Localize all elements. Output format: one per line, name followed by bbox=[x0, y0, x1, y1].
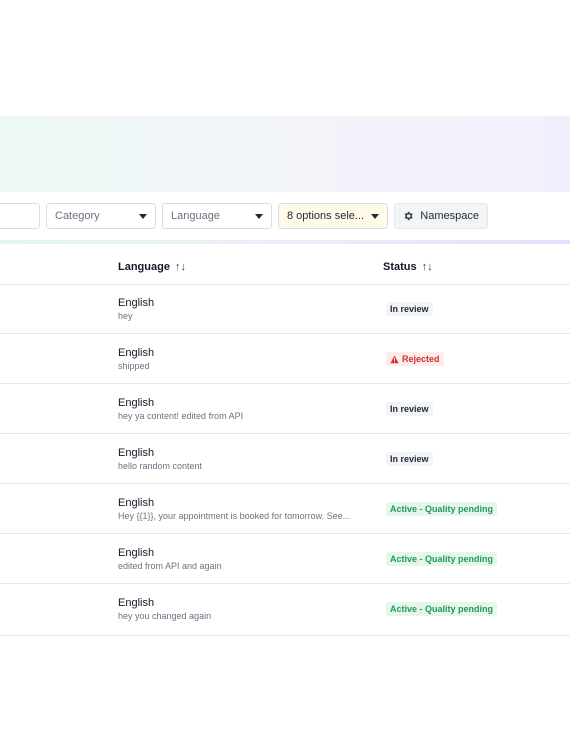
row-content-preview: shipped bbox=[118, 361, 150, 371]
table-row[interactable]: English hey you changed again Active - Q… bbox=[0, 584, 570, 634]
column-header-status[interactable]: Status ↑↓ bbox=[383, 261, 433, 273]
table-row[interactable]: English Hey {{1}}, your appointment is b… bbox=[0, 484, 570, 534]
status-badge-label: In review bbox=[390, 454, 429, 464]
status-filter-dropdown[interactable]: 8 options sele... bbox=[278, 203, 388, 229]
row-content-preview: hey you changed again bbox=[118, 611, 212, 621]
row-content-preview: hey ya content! edited from API bbox=[118, 411, 244, 421]
chevron-down-icon bbox=[371, 213, 379, 219]
chevron-down-icon bbox=[255, 213, 263, 219]
row-language: English bbox=[118, 447, 155, 459]
row-language: English bbox=[118, 497, 155, 509]
status-badge: Rejected bbox=[386, 352, 444, 366]
language-filter-dropdown[interactable]: Language bbox=[162, 203, 272, 229]
status-badge-label: Active - Quality pending bbox=[390, 554, 494, 564]
language-filter-label: Language bbox=[171, 210, 220, 222]
category-filter-dropdown[interactable]: Category bbox=[46, 203, 156, 229]
row-content-preview: Hey {{1}}, your appointment is booked fo… bbox=[118, 511, 351, 521]
status-badge: Active - Quality pending bbox=[386, 502, 498, 516]
warning-icon bbox=[390, 355, 399, 363]
sort-icon[interactable]: ↑↓ bbox=[174, 261, 186, 273]
status-badge-label: In review bbox=[390, 404, 429, 414]
table-body: English hey In review English shipped Re… bbox=[0, 284, 570, 634]
status-badge-label: In review bbox=[390, 304, 429, 314]
category-filter-label: Category bbox=[55, 210, 100, 222]
header-banner bbox=[0, 116, 570, 192]
table-row[interactable]: English edited from API and again Active… bbox=[0, 534, 570, 584]
row-language: English bbox=[118, 397, 155, 409]
column-header-language-label: Language bbox=[118, 261, 170, 273]
gear-icon bbox=[404, 211, 413, 221]
column-header-status-label: Status bbox=[383, 261, 417, 273]
status-badge-label: Active - Quality pending bbox=[390, 504, 494, 514]
table-row[interactable]: English hey ya content! edited from API … bbox=[0, 384, 570, 434]
table-row[interactable]: English shipped Rejected bbox=[0, 334, 570, 384]
row-language: English bbox=[118, 347, 155, 359]
filter-bar-divider bbox=[0, 240, 570, 244]
column-header-language[interactable]: Language ↑↓ bbox=[118, 261, 186, 273]
status-badge-label: Active - Quality pending bbox=[390, 604, 494, 614]
table-row[interactable]: English hello random content In review bbox=[0, 434, 570, 484]
namespace-button-label: Namespace bbox=[420, 210, 479, 222]
table-header bbox=[0, 250, 570, 285]
row-content-preview: hello random content bbox=[118, 461, 203, 471]
table-row[interactable]: English hey In review bbox=[0, 284, 570, 334]
row-language: English bbox=[118, 547, 155, 559]
row-content-preview: edited from API and again bbox=[118, 561, 222, 571]
search-input[interactable] bbox=[0, 203, 40, 229]
status-badge: In review bbox=[386, 402, 433, 416]
status-badge: In review bbox=[386, 452, 433, 466]
templates-panel-content: Category Language 8 options sele... Name… bbox=[0, 116, 570, 634]
row-language: English bbox=[118, 597, 155, 609]
row-content-preview: hey bbox=[118, 311, 133, 321]
status-filter-label: 8 options sele... bbox=[287, 210, 365, 222]
status-badge-label: Rejected bbox=[402, 354, 440, 364]
status-badge: Active - Quality pending bbox=[386, 602, 498, 616]
status-badge: In review bbox=[386, 302, 433, 316]
namespace-button[interactable]: Namespace bbox=[394, 203, 488, 229]
status-badge: Active - Quality pending bbox=[386, 552, 498, 566]
row-language: English bbox=[118, 297, 155, 309]
sort-icon[interactable]: ↑↓ bbox=[421, 261, 433, 273]
chevron-down-icon bbox=[139, 213, 147, 219]
